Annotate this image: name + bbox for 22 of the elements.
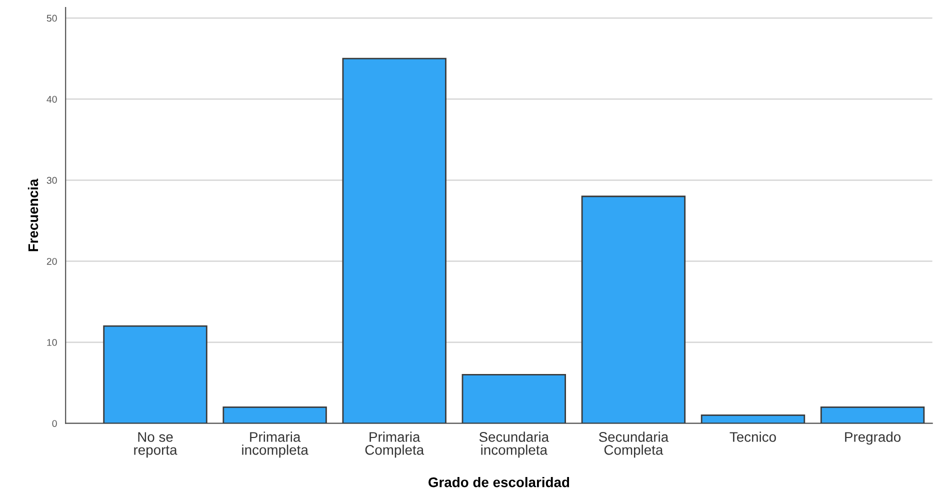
bar — [222, 406, 327, 424]
x-tick-label: Primaria incompleta — [242, 432, 308, 458]
x-tick-label: Primaria Completa — [365, 432, 424, 458]
bar — [342, 58, 446, 424]
bar — [700, 414, 806, 424]
x-tick-label: Pregrado — [845, 432, 901, 445]
x-tick-label: Secundaria incompleta — [479, 432, 550, 458]
bar — [581, 196, 686, 424]
y-tick-label: 40 — [46, 96, 57, 103]
x-tick-label: Secundaria Completa — [598, 432, 669, 458]
y-axis-title: Frecuencia — [28, 178, 38, 252]
bar — [103, 325, 208, 424]
y-tick-label: 30 — [46, 176, 57, 184]
y-tick-label: 50 — [46, 14, 57, 22]
x-tick-label: No se reporta — [134, 432, 178, 458]
y-tick-label: 20 — [46, 258, 57, 265]
bar — [462, 374, 566, 424]
x-tick-label: Tecnico — [730, 432, 776, 442]
y-tick-label: 10 — [47, 339, 57, 346]
y-tick-label: 0 — [52, 420, 57, 427]
bar — [820, 406, 925, 424]
x-axis-title: Grado de escolaridad — [428, 477, 570, 488]
